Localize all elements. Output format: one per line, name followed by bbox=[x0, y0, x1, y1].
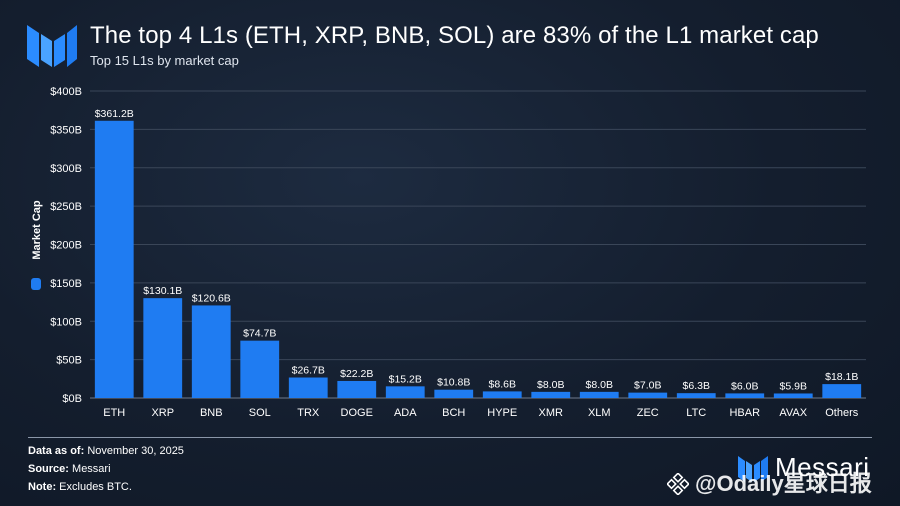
y-tick-label: $350B bbox=[50, 124, 82, 136]
bar-value-label: $10.8B bbox=[437, 377, 470, 389]
y-tick-label: $200B bbox=[50, 240, 82, 252]
x-tick-label: DOGE bbox=[341, 407, 373, 419]
x-tick-label: BNB bbox=[200, 407, 223, 419]
y-tick-label: $150B bbox=[50, 278, 82, 290]
bar-value-label: $6.0B bbox=[731, 380, 758, 392]
legend-swatch bbox=[31, 278, 41, 290]
bar-ltc bbox=[676, 393, 716, 398]
bar-value-label: $22.2B bbox=[340, 368, 373, 380]
x-tick-label: AVAX bbox=[779, 407, 807, 419]
x-tick-label: LTC bbox=[686, 407, 706, 419]
bar-xmr bbox=[531, 391, 571, 398]
messari-logo-icon bbox=[27, 25, 77, 67]
bar-doge bbox=[337, 380, 377, 398]
bar-hbar bbox=[725, 393, 765, 398]
bar-value-label: $8.6B bbox=[489, 378, 516, 390]
footer-source-value: Messari bbox=[72, 463, 111, 475]
x-tick-label: XMR bbox=[539, 407, 564, 419]
x-tick-label: BCH bbox=[442, 407, 465, 419]
x-tick-label: ETH bbox=[103, 407, 125, 419]
y-tick-label: $100B bbox=[50, 316, 82, 328]
x-tick-label: Others bbox=[825, 407, 859, 419]
bar-value-label: $15.2B bbox=[389, 373, 422, 385]
bar-bch bbox=[434, 389, 474, 398]
bar-value-label: $8.0B bbox=[586, 379, 613, 391]
bar-value-label: $361.2B bbox=[95, 108, 134, 120]
y-tick-label: $300B bbox=[50, 163, 82, 175]
bar-value-label: $130.1B bbox=[143, 285, 182, 297]
x-tick-label: SOL bbox=[249, 407, 271, 419]
watermark: @Odaily星球日报 bbox=[667, 466, 872, 498]
footer-date: Data as of: November 30, 2025 bbox=[28, 445, 184, 457]
bar-others bbox=[822, 384, 862, 398]
x-tick-label: HYPE bbox=[487, 407, 517, 419]
y-tick-label: $250B bbox=[50, 201, 82, 213]
bar-value-label: $7.0B bbox=[634, 380, 661, 392]
x-tick-label: ZEC bbox=[637, 407, 659, 419]
y-tick-label: $400B bbox=[50, 86, 82, 98]
footer-note-value: Excludes BTC. bbox=[59, 481, 132, 493]
bar-value-label: $8.0B bbox=[537, 379, 564, 391]
footer-note-label: Note: bbox=[28, 481, 57, 493]
x-tick-label: XLM bbox=[588, 407, 611, 419]
x-tick-label: ADA bbox=[394, 407, 417, 419]
bar-eth bbox=[94, 120, 134, 399]
footer-source: Source: Messari bbox=[28, 463, 111, 475]
bar-xlm bbox=[579, 391, 619, 398]
footer-date-value: November 30, 2025 bbox=[87, 445, 184, 457]
bar-value-label: $18.1B bbox=[825, 371, 858, 383]
brand-name: Messari bbox=[775, 452, 870, 482]
binance-diamond-icon bbox=[667, 473, 689, 495]
bar-value-label: $6.3B bbox=[683, 380, 710, 392]
x-tick-label: XRP bbox=[151, 407, 174, 419]
bar-ada bbox=[385, 386, 425, 398]
y-tick-label: $0B bbox=[62, 393, 82, 405]
bar-value-label: $5.9B bbox=[780, 380, 807, 392]
bar-sol bbox=[240, 340, 280, 398]
bar-avax bbox=[773, 393, 813, 398]
watermark-text: @Odaily星球日报 bbox=[695, 471, 872, 496]
bar-value-label: $120.6B bbox=[192, 292, 231, 304]
footer-divider bbox=[28, 437, 872, 438]
bar-hype bbox=[482, 391, 522, 398]
bar-bnb bbox=[191, 305, 231, 398]
bar-zec bbox=[628, 392, 668, 398]
bar-value-label: $26.7B bbox=[292, 365, 325, 377]
messari-brand-icon bbox=[738, 456, 768, 482]
x-tick-label: HBAR bbox=[729, 407, 760, 419]
bar-value-label: $74.7B bbox=[243, 328, 276, 340]
page-subtitle: Top 15 L1s by market cap bbox=[90, 53, 239, 68]
page-title: The top 4 L1s (ETH, XRP, BNB, SOL) are 8… bbox=[90, 22, 819, 49]
y-tick-label: $50B bbox=[56, 355, 82, 367]
x-tick-label: TRX bbox=[297, 407, 320, 419]
footer-date-label: Data as of: bbox=[28, 445, 85, 457]
bar-xrp bbox=[143, 298, 183, 398]
footer-source-label: Source: bbox=[28, 463, 69, 475]
footer-note: Note: Excludes BTC. bbox=[28, 481, 132, 493]
bar-trx bbox=[288, 377, 328, 398]
